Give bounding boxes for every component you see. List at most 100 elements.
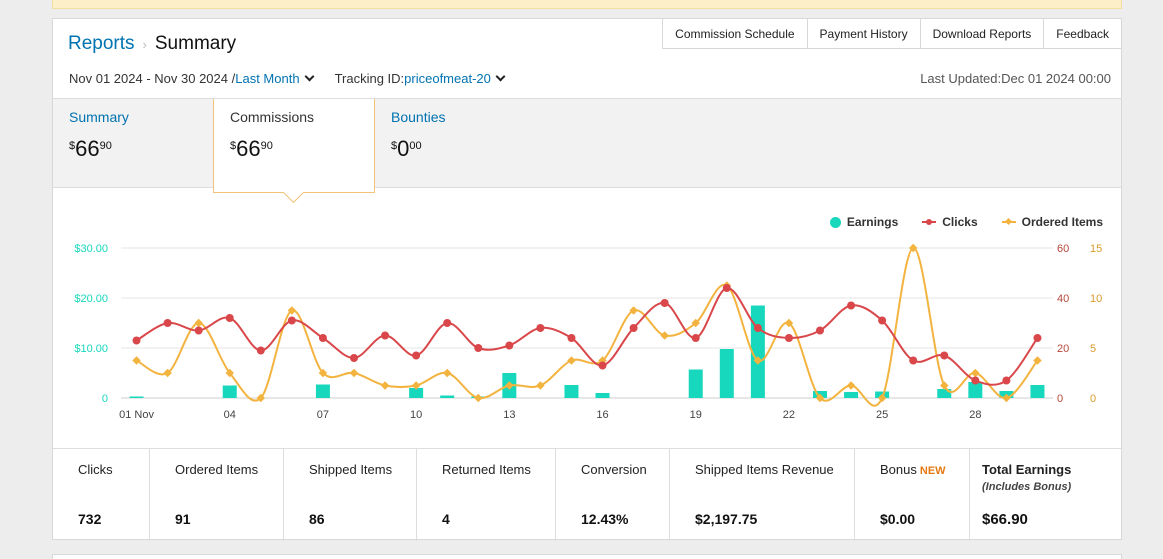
stat-shipped-revenue: Shipped Items Revenue $2,197.75	[670, 449, 855, 541]
chevron-down-icon[interactable]	[495, 71, 506, 82]
notice-banner	[52, 0, 1122, 9]
y-tick-label-ordered: 10	[1090, 293, 1102, 305]
ordered-items-point	[442, 368, 452, 378]
earnings-bar	[564, 385, 579, 398]
legend-clicks[interactable]: Clicks	[922, 215, 978, 229]
x-tick-label: 01 Nov	[119, 409, 154, 421]
ordered-items-legend-icon	[1001, 221, 1016, 223]
y-tick-label-clicks: 20	[1057, 343, 1069, 355]
ordered-items-line	[136, 246, 1039, 407]
ordered-items-point	[784, 318, 794, 328]
earnings-bar	[968, 382, 983, 398]
earnings-bar	[129, 396, 144, 398]
stat-bonus: Bonus NEW $0.00	[855, 449, 970, 541]
clicks-point	[256, 346, 265, 355]
x-tick-label: 04	[224, 409, 236, 421]
earnings-bar	[315, 384, 330, 398]
breadcrumb-separator-icon: ›	[142, 36, 147, 52]
legend-ordered-items[interactable]: Ordered Items	[1001, 215, 1103, 229]
payment-history-button[interactable]: Payment History	[807, 18, 921, 49]
stat-shipped-items: Shipped Items 86	[284, 449, 417, 541]
stat-ordered-items: Ordered Items 91	[150, 449, 284, 541]
chevron-down-icon[interactable]	[304, 71, 315, 82]
clicks-point	[971, 376, 980, 385]
summary-tabs: Summary $ 66 90 Commissions $ 66 90 Boun…	[53, 98, 1121, 193]
tab-commissions[interactable]: Commissions $ 66 90	[213, 99, 375, 193]
feedback-button[interactable]: Feedback	[1044, 18, 1122, 49]
tab-bounties[interactable]: Bounties $ 0 00	[375, 99, 461, 189]
stat-returned-items: Returned Items 4	[417, 449, 556, 541]
tab-summary[interactable]: Summary $ 66 90	[53, 99, 145, 189]
ordered-items-point	[567, 356, 576, 365]
clicks-point	[909, 356, 918, 365]
y-tick-label-ordered: 0	[1090, 393, 1096, 405]
y-tick-label-clicks: 0	[1057, 393, 1063, 405]
breadcrumb-reports-link[interactable]: Reports	[68, 33, 135, 54]
clicks-point	[474, 344, 483, 352]
clicks-point	[753, 324, 762, 332]
clicks-point	[816, 326, 824, 335]
stat-total-earnings: Total Earnings (Includes Bonus) $66.90	[982, 462, 1072, 528]
earnings-bar	[688, 369, 703, 398]
tab-bounties-label: Bounties	[391, 109, 446, 125]
earnings-bar	[719, 349, 734, 398]
clicks-point	[940, 351, 949, 360]
earnings-chart: Earnings Clicks Ordered Items $30.00 60 15…	[53, 189, 1121, 447]
ordered-items-point	[815, 393, 825, 403]
x-tick-label: 25	[876, 409, 888, 421]
ordered-items-point	[660, 331, 669, 340]
next-panel-edge	[52, 554, 1122, 559]
date-range: Nov 01 2024 - Nov 30 2024 /	[69, 71, 236, 86]
earnings-bar	[595, 393, 610, 398]
commission-schedule-button[interactable]: Commission Schedule	[662, 18, 808, 49]
page-title: Summary	[154, 33, 237, 54]
tracking-id-select[interactable]: priceofmeat-20	[404, 71, 491, 86]
y-tick-label-clicks: 40	[1057, 293, 1069, 305]
ordered-items-point	[287, 306, 297, 315]
breadcrumb: Reports › Summary	[68, 33, 236, 55]
tab-summary-label: Summary	[69, 109, 129, 125]
clicks-legend-icon	[922, 219, 937, 225]
clicks-point	[505, 341, 514, 350]
y-tick-label-earnings: 0	[102, 393, 108, 405]
earnings-legend-icon	[829, 216, 841, 228]
earnings-bar	[937, 389, 952, 398]
x-tick-label: 07	[317, 409, 329, 421]
clicks-point	[722, 284, 731, 292]
y-tick-label-clicks: 60	[1057, 243, 1069, 255]
ordered-items-point	[1002, 393, 1011, 403]
clicks-point	[691, 334, 700, 342]
new-badge: NEW	[919, 465, 946, 477]
x-tick-label: 16	[596, 409, 608, 421]
y-tick-label-earnings: $30.00	[74, 243, 108, 255]
y-tick-label-earnings: $20.00	[74, 293, 108, 305]
legend-earnings[interactable]: Earnings	[829, 215, 898, 229]
clicks-point	[629, 324, 638, 332]
ordered-items-point	[846, 381, 856, 390]
earnings-bar	[844, 392, 859, 398]
stat-conversion: Conversion 12.43%	[556, 449, 670, 541]
ordered-items-point	[163, 368, 172, 378]
clicks-point	[660, 299, 669, 307]
ordered-items-point	[474, 393, 483, 403]
earnings-bar	[440, 395, 455, 398]
ordered-items-point	[256, 393, 266, 403]
clicks-point	[132, 336, 141, 345]
chart-legend: Earnings Clicks Ordered Items	[806, 215, 1103, 229]
y-tick-label-ordered: 5	[1090, 343, 1096, 355]
clicks-point	[318, 334, 327, 342]
clicks-point	[878, 316, 887, 325]
tracking-id-label: Tracking ID:	[334, 71, 405, 86]
y-tick-label-earnings: $10.00	[74, 343, 108, 355]
period-select[interactable]: Last Month	[235, 71, 300, 86]
clicks-point	[412, 351, 421, 360]
stat-clicks: Clicks 732	[53, 449, 150, 541]
ordered-items-point	[536, 381, 545, 390]
download-reports-button[interactable]: Download Reports	[920, 18, 1045, 49]
ordered-items-point	[132, 356, 141, 365]
x-tick-label: 13	[503, 409, 515, 421]
summary-panel: Reports › Summary Commission Schedule Pa…	[52, 18, 1122, 541]
commissions-amount: $ 66 90	[230, 136, 273, 161]
ordered-items-point	[411, 381, 421, 390]
ordered-items-point	[940, 381, 949, 390]
